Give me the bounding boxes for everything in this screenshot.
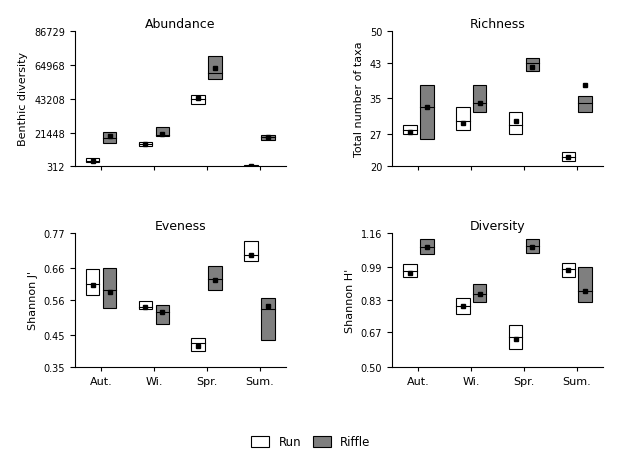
Bar — [420, 239, 434, 254]
Bar — [86, 159, 100, 163]
Y-axis label: Shannon J': Shannon J' — [28, 271, 38, 330]
Bar — [562, 153, 575, 162]
Bar — [526, 239, 539, 253]
Bar — [473, 86, 486, 112]
Bar — [156, 305, 169, 324]
Bar — [526, 59, 539, 73]
Bar — [578, 97, 592, 112]
Bar — [562, 263, 575, 278]
Y-axis label: Shannon H': Shannon H' — [345, 268, 355, 332]
Bar — [208, 56, 222, 80]
Bar — [156, 128, 169, 137]
Bar — [403, 126, 417, 135]
Y-axis label: Total number of taxa: Total number of taxa — [354, 41, 364, 157]
Bar — [509, 325, 522, 349]
Bar — [208, 267, 222, 291]
Title: Richness: Richness — [470, 18, 526, 31]
Bar — [103, 268, 116, 308]
Legend: Run, Riffle: Run, Riffle — [247, 431, 375, 453]
Bar — [139, 302, 152, 310]
Bar — [192, 96, 205, 105]
Bar — [261, 299, 275, 340]
Bar — [420, 86, 434, 140]
Bar — [192, 338, 205, 351]
Title: Diversity: Diversity — [470, 219, 526, 232]
Title: Eveness: Eveness — [155, 219, 206, 232]
Bar — [456, 108, 470, 130]
Bar — [403, 265, 417, 278]
Bar — [509, 112, 522, 135]
Bar — [473, 284, 486, 302]
Bar — [86, 270, 100, 296]
Y-axis label: Benthic diversity: Benthic diversity — [19, 52, 29, 146]
Bar — [244, 241, 258, 262]
Bar — [261, 135, 275, 140]
Bar — [456, 298, 470, 314]
Bar — [139, 143, 152, 146]
Bar — [578, 268, 592, 302]
Title: Abundance: Abundance — [145, 18, 216, 31]
Bar — [103, 133, 116, 143]
